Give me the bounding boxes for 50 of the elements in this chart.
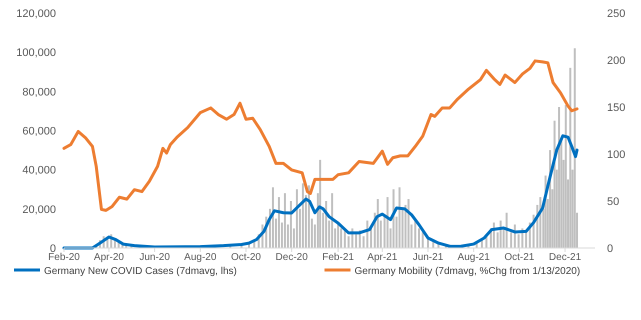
y-tick-label: 80,000 bbox=[22, 86, 56, 98]
bar bbox=[432, 242, 434, 248]
bar bbox=[296, 189, 298, 248]
x-tick-label: Feb-20 bbox=[48, 252, 80, 263]
bar bbox=[290, 201, 292, 248]
y-tick-label: 40,000 bbox=[22, 164, 56, 177]
x-tick-label: Oct-21 bbox=[504, 252, 535, 263]
x-tick-label: Oct-20 bbox=[230, 252, 262, 263]
line-series bbox=[62, 59, 579, 212]
bar bbox=[564, 105, 567, 248]
bar bbox=[569, 68, 572, 248]
y-tick-label: 20,000 bbox=[22, 204, 56, 216]
y2-tick-label: 200 bbox=[607, 55, 626, 67]
x-tick-label: Jun-20 bbox=[139, 252, 170, 263]
y-tick-label: 100,000 bbox=[16, 47, 56, 60]
bar bbox=[340, 228, 342, 248]
x-tick-label: Feb-21 bbox=[322, 252, 354, 263]
y2-tick-label: 150 bbox=[607, 102, 626, 114]
y2-tick-label: 50 bbox=[607, 196, 620, 208]
x-tick-label: Jun-21 bbox=[412, 252, 444, 263]
y-tick-label: 60,000 bbox=[22, 126, 56, 138]
y2-tick-label: 250 bbox=[607, 8, 626, 20]
y2-tick-label: 0 bbox=[607, 243, 614, 255]
bar bbox=[408, 199, 410, 248]
bar bbox=[376, 199, 379, 248]
line-series bbox=[62, 134, 579, 250]
x-tick-label: Dec-21 bbox=[548, 252, 582, 263]
bar bbox=[422, 232, 424, 248]
bar bbox=[278, 197, 280, 248]
bar bbox=[574, 48, 576, 248]
bar bbox=[302, 183, 304, 248]
x-tick-label: Apr-21 bbox=[367, 252, 398, 263]
legend-label: Germany New COVID Cases (7dmavg, lhs) bbox=[44, 266, 237, 277]
x-tick-label: Dec-20 bbox=[276, 252, 308, 263]
bar bbox=[510, 232, 512, 248]
bar bbox=[558, 107, 560, 248]
bar bbox=[331, 193, 334, 248]
bar bbox=[525, 232, 528, 248]
bar bbox=[554, 120, 556, 248]
bar bbox=[386, 197, 389, 248]
bar bbox=[337, 224, 340, 248]
y2-tick-label: 100 bbox=[607, 149, 626, 161]
x-tick-label: Aug-20 bbox=[184, 252, 217, 263]
x-tick-label: Apr-20 bbox=[94, 252, 124, 263]
bar bbox=[284, 193, 286, 248]
bar bbox=[398, 187, 401, 248]
y-tick-label: 120,000 bbox=[16, 8, 56, 20]
legend-label: Germany Mobility (7dmavg, %Chg from 1/13/2020) bbox=[354, 266, 580, 277]
bar bbox=[319, 160, 322, 248]
x-tick-label: Aug-21 bbox=[458, 252, 490, 263]
